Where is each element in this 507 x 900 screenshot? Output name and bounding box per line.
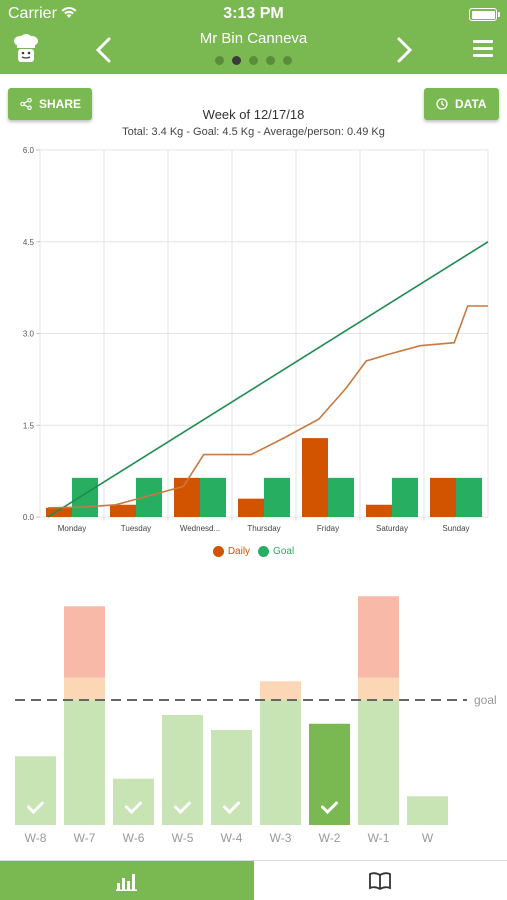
data-button[interactable]: DATA [424, 88, 499, 120]
checkmark-icon [223, 801, 240, 815]
history-bar [113, 778, 154, 825]
daily-bar [302, 438, 328, 517]
checkmark-icon [321, 801, 338, 815]
y-tick-label: 3.0 [23, 330, 35, 339]
clock-time: 3:13 PM [223, 5, 284, 22]
goal-bar [456, 477, 482, 517]
goal-bar [200, 477, 226, 517]
next-chevron-icon[interactable] [393, 36, 415, 64]
daily-bar [174, 477, 200, 517]
bar-chart-icon [115, 873, 137, 891]
daily-bar [238, 498, 264, 517]
wifi-icon [61, 7, 77, 18]
history-bar-excess [64, 606, 105, 678]
legend-item-goal[interactable]: Goal [258, 546, 294, 557]
history-bar-overflow [260, 681, 301, 700]
daily-bar [46, 507, 72, 517]
goal-bar [264, 477, 290, 517]
x-tick-label: Thursday [247, 524, 280, 533]
y-tick-label: 0.0 [23, 513, 35, 522]
cumulative-daily-line [47, 305, 488, 509]
tab-stats[interactable] [0, 861, 254, 900]
week-label: W [422, 831, 434, 845]
week-label: W-5 [172, 831, 194, 845]
x-tick-label: Monday [58, 524, 86, 533]
week-title: Week of 12/17/18 [202, 107, 305, 122]
legend-swatch-daily [212, 546, 224, 557]
history-bar [64, 700, 105, 825]
chef-logo-icon[interactable] [12, 34, 40, 64]
history-bar-excess [358, 596, 399, 678]
week-summary: Total: 3.4 Kg - Goal: 4.5 Kg - Average/p… [122, 126, 385, 138]
header: Carrier 3:13 PM Mr Bin Canneva [0, 0, 507, 74]
x-tick-label: Saturday [376, 524, 408, 533]
week-label: W-7 [74, 831, 96, 845]
legend-swatch-goal [258, 546, 270, 557]
tab-guide[interactable] [253, 861, 507, 900]
week-label: W-4 [221, 831, 243, 845]
goal-line-label: goal [474, 693, 497, 707]
weekly-chart: 0.0 1.5 3.0 4.5 6.0 Monday Tuesday Wednesd... Th… [23, 146, 489, 533]
x-tick-label: Wednesd... [180, 524, 220, 533]
bin-name-title: Mr Bin Canneva [199, 30, 308, 47]
y-tick-label: 1.5 [23, 421, 35, 430]
page-dot-3[interactable] [249, 56, 258, 65]
goal-bar [392, 477, 418, 517]
share-button[interactable]: SHARE [8, 88, 92, 120]
page-dot-1[interactable] [215, 56, 224, 65]
hamburger-menu-icon[interactable] [473, 40, 493, 57]
goal-trend-line [47, 241, 489, 518]
carrier-label: Carrier [8, 5, 57, 22]
chart-legend: Daily Goal [0, 546, 507, 557]
week-label: W-1 [368, 831, 390, 845]
clock-icon [436, 98, 448, 110]
history-bar [15, 756, 56, 825]
week-label: W-6 [123, 831, 145, 845]
checkmark-icon [174, 801, 191, 815]
goal-bar [328, 477, 354, 517]
legend-item-daily[interactable]: Daily [212, 546, 251, 557]
history-bar-overflow [358, 677, 399, 700]
legend-label-goal: Goal [273, 546, 295, 557]
page-dot-2[interactable] [232, 56, 241, 65]
history-bar [407, 796, 448, 825]
open-book-icon [369, 871, 392, 890]
y-tick-label: 6.0 [23, 146, 35, 155]
share-icon [20, 98, 32, 110]
history-bar-overflow [64, 677, 105, 700]
week-label: W-2 [319, 831, 341, 845]
goal-bar [72, 477, 98, 517]
week-label: W-8 [25, 831, 47, 845]
data-button-label: DATA [455, 97, 487, 111]
page-dot-4[interactable] [266, 56, 275, 65]
x-tick-label: Friday [317, 524, 339, 533]
week-label: W-3 [270, 831, 292, 845]
x-tick-label: Sunday [442, 524, 469, 533]
history-bar [260, 700, 301, 825]
daily-bar [430, 477, 456, 517]
previous-chevron-icon[interactable] [93, 36, 115, 64]
checkmark-icon [125, 801, 142, 815]
tab-bar [0, 860, 507, 900]
x-tick-label: Tuesday [121, 524, 151, 533]
status-bar: Carrier 3:13 PM [0, 0, 507, 28]
page-indicator [0, 56, 507, 65]
battery-icon [469, 8, 500, 21]
legend-label-daily: Daily [227, 546, 251, 557]
checkmark-icon [27, 801, 44, 815]
daily-bar [366, 504, 392, 517]
page-dot-5[interactable] [283, 56, 292, 65]
history-bar [162, 715, 203, 825]
y-tick-label: 4.5 [23, 238, 35, 247]
daily-bar [110, 504, 136, 517]
history-bar [358, 700, 399, 825]
share-button-label: SHARE [39, 97, 82, 111]
